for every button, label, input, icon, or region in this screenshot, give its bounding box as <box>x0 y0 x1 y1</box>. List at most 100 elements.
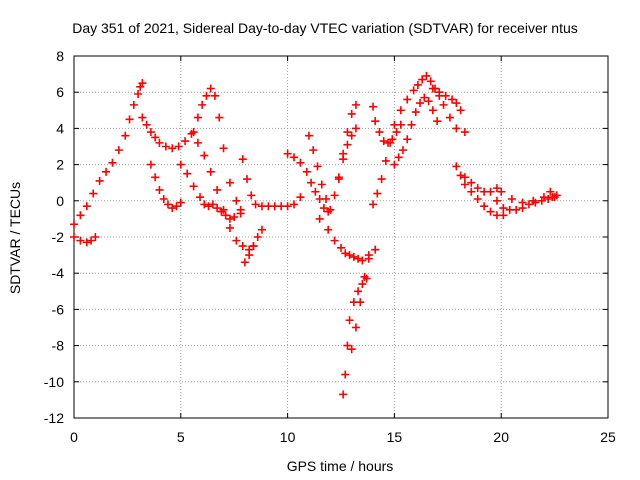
series-arc-j <box>304 131 335 214</box>
data-point <box>358 280 367 289</box>
data-point <box>428 106 437 115</box>
data-point <box>129 100 138 109</box>
data-point <box>161 142 170 151</box>
series-arc-c <box>138 113 258 254</box>
data-point <box>245 251 254 260</box>
series-arc-i <box>283 149 333 216</box>
data-point <box>439 100 448 109</box>
data-point <box>407 120 416 129</box>
data-point <box>142 120 151 129</box>
series-arc-v <box>460 173 501 196</box>
data-point <box>155 185 164 194</box>
data-point <box>70 233 78 241</box>
data-point <box>341 249 350 258</box>
data-point <box>452 162 461 171</box>
data-point <box>480 202 489 211</box>
x-tick-label: 25 <box>600 429 616 445</box>
data-point <box>296 193 305 202</box>
data-point <box>358 256 367 265</box>
data-point <box>486 187 495 196</box>
data-point <box>343 128 352 137</box>
data-point <box>108 158 117 167</box>
series-arc-o <box>347 254 373 354</box>
data-point <box>82 202 91 211</box>
data-point <box>225 223 234 232</box>
data-point <box>377 175 386 184</box>
data-point <box>189 128 198 137</box>
series-arc-k <box>315 214 380 265</box>
data-point <box>189 182 198 191</box>
data-point <box>456 106 465 115</box>
data-point <box>546 187 555 196</box>
data-point <box>529 196 538 205</box>
data-point <box>176 198 185 207</box>
data-point <box>283 149 292 158</box>
data-point <box>396 106 405 115</box>
data-point <box>360 272 369 281</box>
chart-title: Day 351 of 2021, Sidereal Day-to-day VTE… <box>72 20 578 36</box>
data-point <box>369 200 378 209</box>
data-point <box>403 95 412 104</box>
x-tick-label: 20 <box>493 429 509 445</box>
data-point <box>354 254 363 263</box>
data-point <box>82 238 91 247</box>
data-point <box>240 258 249 267</box>
y-tick-label: -12 <box>44 410 64 426</box>
data-point <box>499 211 508 220</box>
data-point <box>243 175 252 184</box>
data-point <box>460 180 469 189</box>
data-point <box>435 88 444 97</box>
data-point <box>200 151 209 160</box>
data-point <box>217 207 226 216</box>
data-point <box>324 225 333 234</box>
data-point <box>208 200 217 209</box>
data-point <box>219 144 228 153</box>
series-arc-h <box>240 225 266 267</box>
data-point <box>420 93 429 102</box>
data-point <box>403 135 412 144</box>
data-point <box>253 233 262 241</box>
series-arc-x <box>497 187 559 207</box>
data-point <box>102 167 111 176</box>
data-point <box>225 214 234 223</box>
data-point <box>428 84 437 93</box>
data-point <box>524 200 533 209</box>
data-point <box>422 71 431 80</box>
data-point <box>390 160 399 169</box>
data-point <box>371 245 380 254</box>
data-point <box>337 243 345 252</box>
series-arc-g <box>238 155 305 211</box>
data-point <box>426 77 435 86</box>
x-tick-label: 0 <box>70 429 78 445</box>
data-point <box>354 287 363 296</box>
data-point <box>181 137 190 146</box>
data-point <box>371 117 380 126</box>
data-point <box>315 214 324 223</box>
data-point <box>473 184 482 193</box>
data-point <box>539 193 548 202</box>
data-point <box>339 390 348 399</box>
data-point <box>445 113 454 122</box>
series-arc-w <box>492 191 561 214</box>
data-point <box>550 193 559 202</box>
y-tick-label: -4 <box>52 265 65 281</box>
data-point <box>168 144 177 153</box>
data-point <box>290 153 299 162</box>
data-point <box>326 205 335 214</box>
data-point <box>319 204 328 213</box>
y-tick-label: 8 <box>56 48 64 64</box>
x-tick-label: 15 <box>387 429 403 445</box>
data-point <box>196 193 205 202</box>
data-point <box>492 184 501 193</box>
data-point <box>497 187 506 196</box>
data-point <box>121 131 130 140</box>
data-point <box>381 156 390 165</box>
data-point <box>70 220 78 229</box>
data-point <box>390 120 399 129</box>
data-point <box>486 207 495 216</box>
grid-lines <box>74 56 608 418</box>
data-point <box>334 175 343 184</box>
data-point <box>456 171 465 180</box>
x-tick-label: 5 <box>177 429 185 445</box>
data-point <box>322 194 331 203</box>
